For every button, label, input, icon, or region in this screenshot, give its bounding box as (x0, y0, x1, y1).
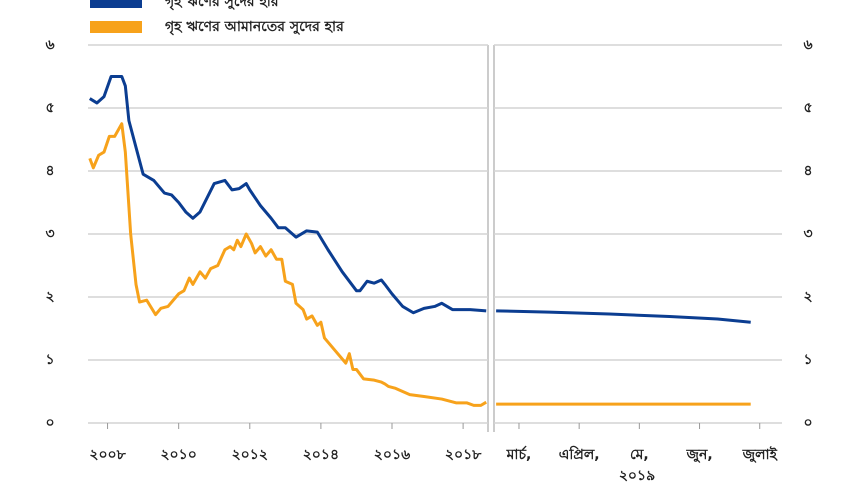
y-tick-label: ১ (45, 352, 54, 368)
x-tick-label: ২০১২ (232, 447, 268, 463)
y-tick-label: ৩ (803, 226, 812, 242)
y-tick-label: ২ (803, 289, 812, 305)
x-tick-label: মে, (630, 447, 649, 463)
y-tick-label: ৬ (803, 37, 812, 53)
x-tick-label: ২০১৬ (374, 447, 410, 463)
y-tick-label: ৬ (45, 37, 54, 53)
y-tick-label: ৪ (45, 163, 54, 179)
legend-label: গৃহ ঋণের আমানতের সুদের হার (165, 19, 345, 36)
x-tick-label: ২০১৮ (445, 447, 482, 463)
data-line (88, 122, 487, 407)
legend-swatch (90, 0, 142, 8)
x-tick-label: ২০০৮ (89, 447, 126, 463)
x-tick-label: এপ্রিল, (559, 445, 600, 463)
y-tick-label: ৪ (803, 163, 812, 179)
data-line (496, 309, 751, 324)
x-tick-label: জুন, (685, 447, 712, 464)
y-tick-label: ৫ (803, 100, 812, 116)
legend-swatch (90, 21, 142, 33)
y-tick-label: ১ (803, 352, 812, 368)
legend-label: গৃহ ঋণের সুদের হার (165, 0, 280, 11)
y-tick-label: ৩ (45, 226, 54, 242)
x-tick-label: মার্চ, (506, 445, 532, 463)
x-tick-label: ২০১৪ (303, 447, 339, 463)
y-tick-label: ২ (45, 289, 54, 305)
x-axis-label: ২০১৯ (619, 468, 655, 482)
y-tick-label: ০ (803, 415, 812, 431)
x-tick-label: ২০১০ (160, 447, 196, 463)
data-line (88, 75, 487, 315)
x-tick-label: জুলাই (742, 445, 779, 464)
y-tick-label: ৫ (45, 100, 54, 116)
y-tick-label: ০ (45, 415, 54, 431)
